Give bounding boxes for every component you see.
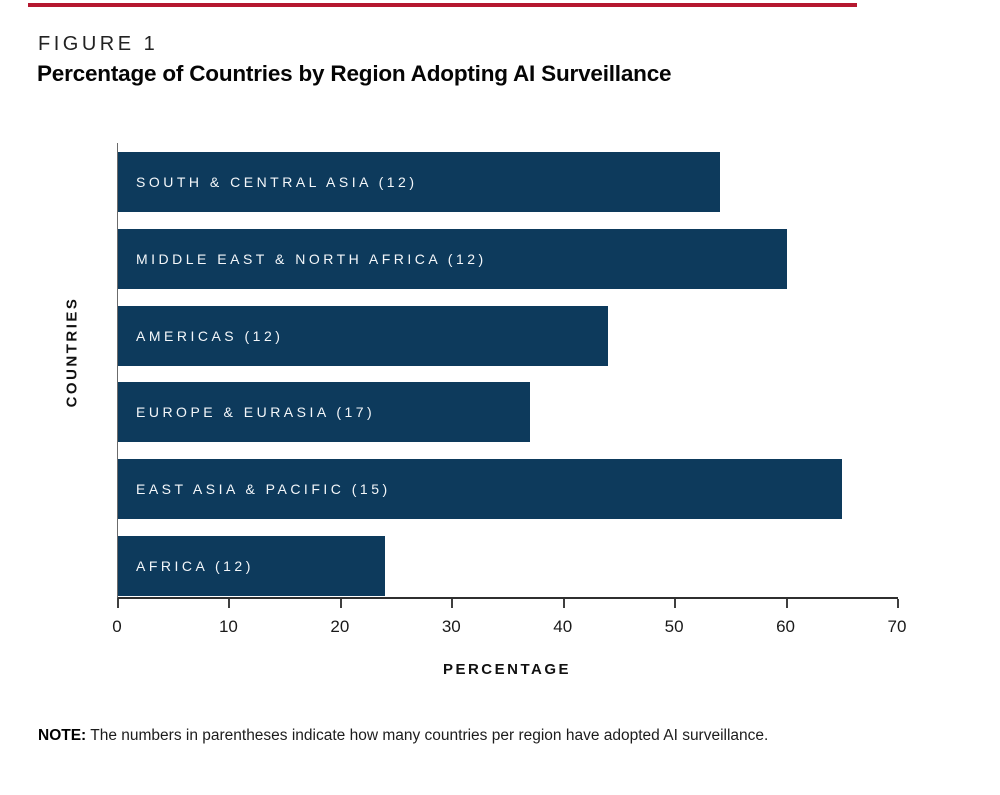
- x-axis-tick-label: 40: [553, 617, 573, 636]
- bar-row: EAST ASIA & PACIFIC (15): [118, 459, 898, 520]
- x-axis-tick-label: 60: [776, 617, 796, 636]
- x-axis-tick-mark: [785, 599, 788, 608]
- x-axis-tick-label: 70: [887, 617, 907, 636]
- footnote-label: NOTE:: [38, 727, 87, 744]
- bar-category-label: EUROPE & EURASIA (17): [136, 404, 376, 421]
- bar-row: EUROPE & EURASIA (17): [118, 382, 898, 443]
- figure-number-label: FIGURE 1: [38, 33, 159, 55]
- bar-category-label: SOUTH & CENTRAL ASIA (12): [136, 174, 418, 190]
- x-axis-tick-label: 30: [441, 617, 461, 636]
- x-axis-tick-label: 50: [664, 617, 684, 636]
- bar: AFRICA (12): [118, 535, 386, 596]
- y-axis-title: COUNTRIES: [63, 296, 81, 408]
- x-axis-tick-mark: [897, 599, 899, 608]
- bar-row: MIDDLE EAST & NORTH AFRICA (12): [118, 228, 898, 289]
- bar-category-label: MIDDLE EAST & NORTH AFRICA (12): [136, 250, 487, 267]
- plot-area: SOUTH & CENTRAL ASIA (12) MIDDLE EAST & N…: [117, 143, 899, 608]
- x-axis-tick-mark: [562, 599, 565, 608]
- bar: EUROPE & EURASIA (17): [118, 382, 531, 443]
- footnote: NOTE: The numbers in parentheses indicat…: [38, 727, 768, 745]
- chart-title: Percentage of Countries by Region Adopti…: [37, 61, 672, 86]
- x-axis-tick-label: 20: [330, 617, 350, 636]
- footnote-text: The numbers in parentheses indicate how …: [86, 727, 769, 744]
- x-axis-tick-mark: [674, 599, 677, 608]
- x-axis-tick-labels: 0 10 20 30 40 50 60 70: [112, 617, 906, 639]
- bar-row: AFRICA (12): [118, 535, 898, 596]
- x-axis-tick-mark: [339, 599, 342, 608]
- bar: MIDDLE EAST & NORTH AFRICA (12): [118, 228, 787, 289]
- x-axis-tick-mark: [228, 599, 231, 608]
- bar-row: SOUTH & CENTRAL ASIA (12): [118, 152, 898, 212]
- x-axis-tick-mark: [117, 599, 119, 608]
- accent-top-rule: [28, 3, 857, 7]
- bar-category-label: AMERICAS (12): [136, 327, 284, 344]
- x-axis-tick-label: 0: [112, 617, 122, 636]
- bar-row: AMERICAS (12): [118, 305, 898, 366]
- bar: EAST ASIA & PACIFIC (15): [118, 459, 843, 520]
- bar-category-label: AFRICA (12): [136, 557, 254, 574]
- bar: AMERICAS (12): [118, 305, 609, 366]
- bars: SOUTH & CENTRAL ASIA (12) MIDDLE EAST & N…: [118, 143, 898, 597]
- bar-category-label: EAST ASIA & PACIFIC (15): [136, 481, 391, 498]
- bar: SOUTH & CENTRAL ASIA (12): [118, 152, 720, 212]
- x-axis-title: PERCENTAGE: [442, 661, 572, 678]
- x-axis-tick-mark: [451, 599, 454, 608]
- x-axis-tick-label: 10: [218, 617, 238, 636]
